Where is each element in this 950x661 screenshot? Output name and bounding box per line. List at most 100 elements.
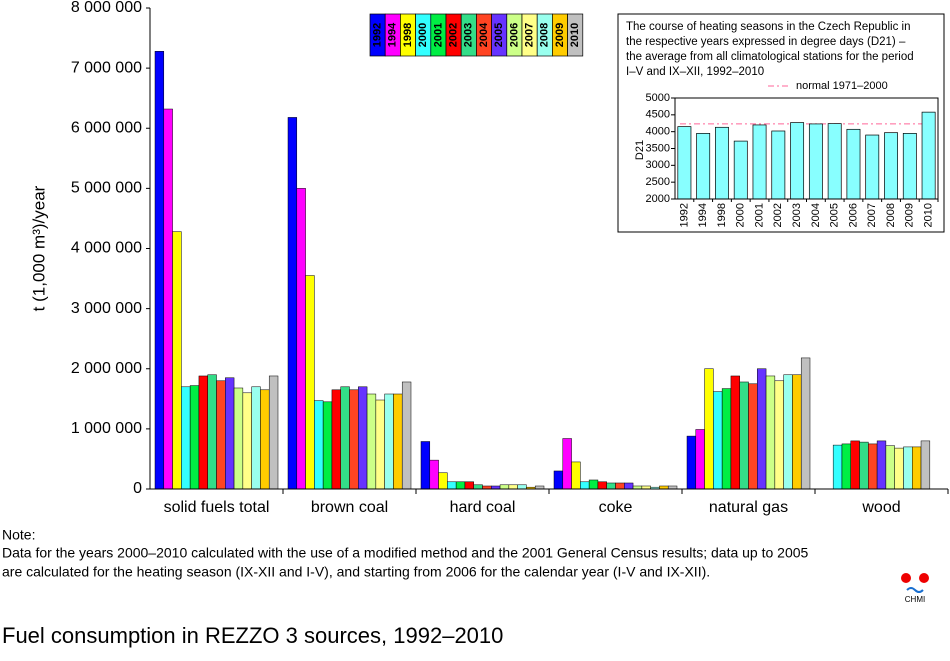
bar: [783, 374, 793, 490]
bar: [865, 134, 880, 200]
x-tick-label: coke: [599, 499, 633, 516]
logo-wave: [906, 587, 924, 593]
bar: [499, 484, 510, 490]
bar: [868, 443, 878, 490]
bar: [774, 380, 784, 490]
x-tick-label: 2004: [810, 203, 822, 227]
y-tick-label: 7 000 000: [71, 59, 142, 76]
bar: [827, 123, 842, 200]
x-tick-label: 2009: [904, 203, 916, 227]
x-tick-label: 2005: [829, 203, 841, 227]
bar: [739, 381, 749, 490]
x-tick-label: brown coal: [311, 499, 388, 516]
bar: [624, 482, 634, 490]
bar: [163, 108, 173, 490]
x-tick-label: 2001: [753, 203, 765, 227]
bar: [553, 470, 564, 490]
bar: [765, 375, 776, 490]
bar: [790, 122, 805, 200]
logo: CHMI: [901, 573, 929, 604]
legend-label: 2005: [493, 23, 505, 47]
bar: [401, 381, 412, 490]
y-tick-label: 4000: [646, 126, 670, 138]
x-tick-label: 2000: [735, 203, 747, 227]
bar: [181, 386, 191, 490]
bar: [704, 368, 714, 490]
inset-title: the respective years expressed in degree…: [626, 36, 906, 48]
bar: [314, 400, 324, 490]
legend-label: 2000: [417, 23, 429, 47]
inset-title: the average from all climatological stat…: [626, 51, 914, 63]
legend-label: 2008: [539, 23, 551, 47]
bar: [517, 484, 527, 490]
legend-swatch: [567, 13, 584, 57]
bar: [296, 188, 306, 490]
bar: [850, 440, 860, 490]
bar: [268, 375, 279, 490]
bar: [207, 374, 217, 490]
bar: [885, 445, 895, 490]
bar: [841, 443, 852, 490]
bar: [894, 447, 904, 490]
bar: [771, 130, 786, 200]
y-tick-label: 6 000 000: [71, 119, 142, 136]
legend-label: 2007: [524, 23, 536, 47]
legend-label: 2002: [448, 23, 460, 47]
y-tick-label: 8 000 000: [71, 0, 142, 16]
x-tick-label: 1998: [716, 203, 728, 227]
legend-label: 1992: [372, 23, 384, 47]
y-tick-label: 2000: [646, 193, 670, 205]
legend-label: 2001: [432, 23, 444, 47]
bar: [902, 133, 917, 200]
bar: [172, 231, 182, 490]
bar: [198, 375, 208, 490]
chart-title: Fuel consumption in REZZO 3 sources, 199…: [2, 623, 503, 648]
bar: [322, 401, 333, 490]
bar: [260, 389, 270, 490]
x-tick-label: 2006: [847, 203, 859, 227]
bar: [846, 128, 861, 200]
logo-dot: [919, 573, 929, 583]
x-tick-label: 1994: [697, 203, 709, 227]
bar: [920, 440, 931, 490]
legend-label: 2004: [478, 22, 490, 47]
note-text: are calculated for the heating season (I…: [2, 564, 710, 580]
bar: [757, 368, 767, 490]
bar: [438, 472, 448, 490]
legend-label: 1994: [387, 22, 399, 47]
x-tick-label: natural gas: [709, 499, 788, 516]
bar: [903, 446, 913, 490]
bar: [393, 393, 403, 490]
legend-label: 2003: [463, 23, 475, 47]
logo-dot: [901, 573, 911, 583]
legend-label: 1998: [402, 23, 414, 47]
bar: [884, 132, 898, 200]
bar: [189, 385, 200, 490]
bar: [713, 391, 723, 490]
bar: [358, 386, 368, 490]
x-tick-label: hard coal: [450, 499, 516, 516]
inset-title: The course of heating seasons in the Cze…: [626, 21, 910, 33]
x-tick-label: 1992: [678, 203, 690, 227]
bar: [808, 123, 823, 200]
y-axis-label: D21: [634, 140, 646, 160]
x-tick-label: 2003: [791, 203, 803, 227]
y-tick-label: 0: [133, 480, 142, 497]
note-text: Data for the years 2000–2010 calculated …: [2, 545, 809, 561]
bar: [580, 481, 590, 490]
bar: [447, 481, 457, 490]
y-tick-label: 3500: [646, 142, 670, 154]
bar: [912, 446, 922, 490]
bar: [225, 377, 235, 490]
legend-label: 2010: [569, 23, 581, 47]
y-tick-label: 2 000 000: [71, 360, 142, 377]
bar: [696, 133, 711, 200]
bar: [615, 482, 625, 490]
bar: [375, 399, 385, 490]
legend-label: 2006: [508, 23, 520, 47]
y-tick-label: 5 000 000: [71, 180, 142, 197]
x-tick-label: 2010: [923, 203, 935, 227]
note-heading: Note:: [2, 527, 35, 543]
y-tick-label: 4500: [646, 109, 670, 121]
